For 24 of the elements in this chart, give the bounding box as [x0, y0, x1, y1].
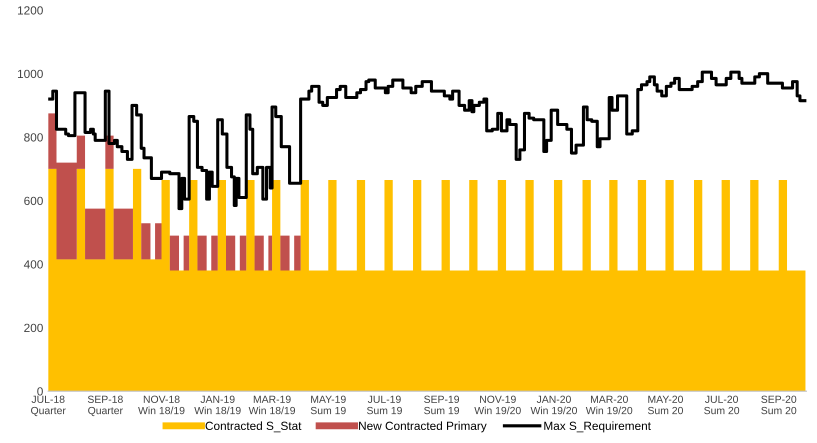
y-tick-label: 800	[24, 133, 43, 142]
x-tick-label: JUL-19 Sum 19	[366, 396, 402, 414]
legend-label: Max S_Requirement	[544, 421, 651, 432]
x-tick-label: MAY-19 Sum 19	[310, 396, 346, 414]
legend-label: Contracted S_Stat	[206, 421, 302, 432]
y-tick-label: 1000	[18, 70, 43, 78]
x-tick-label: SEP-19 Sum 19	[424, 396, 460, 414]
x-tick-label: JAN-19 Win 18/19	[194, 396, 241, 414]
y-tick-label: 400	[24, 260, 43, 269]
x-tick-label: SEP-18 Quarter	[88, 396, 123, 416]
x-tick-label: MAR-19 Win 18/19	[248, 396, 296, 414]
x-tick-label: JAN-20 Win 19/20	[530, 396, 578, 414]
x-tick-label: MAR-20 Win 19/20	[586, 396, 632, 414]
x-tick-label: SEP-20 Sum 20	[761, 396, 796, 414]
legend-label: New Contracted Primary	[359, 421, 487, 432]
y-tick-label: 1200	[18, 6, 43, 15]
x-tick-label: JUL-20 Sum 20	[704, 396, 740, 414]
x-tick-label: JUL-18 Quarter	[31, 396, 66, 416]
y-tick-label: 600	[24, 196, 43, 206]
x-tick-label: NOV-18 Win 18/19	[138, 396, 184, 414]
y-tick-label: 200	[24, 324, 43, 332]
x-tick-label: NOV-19 Win 19/20	[474, 396, 521, 414]
x-tick-label: MAY-20 Sum 20	[648, 396, 683, 414]
y-tick-label: 0	[37, 387, 43, 396]
